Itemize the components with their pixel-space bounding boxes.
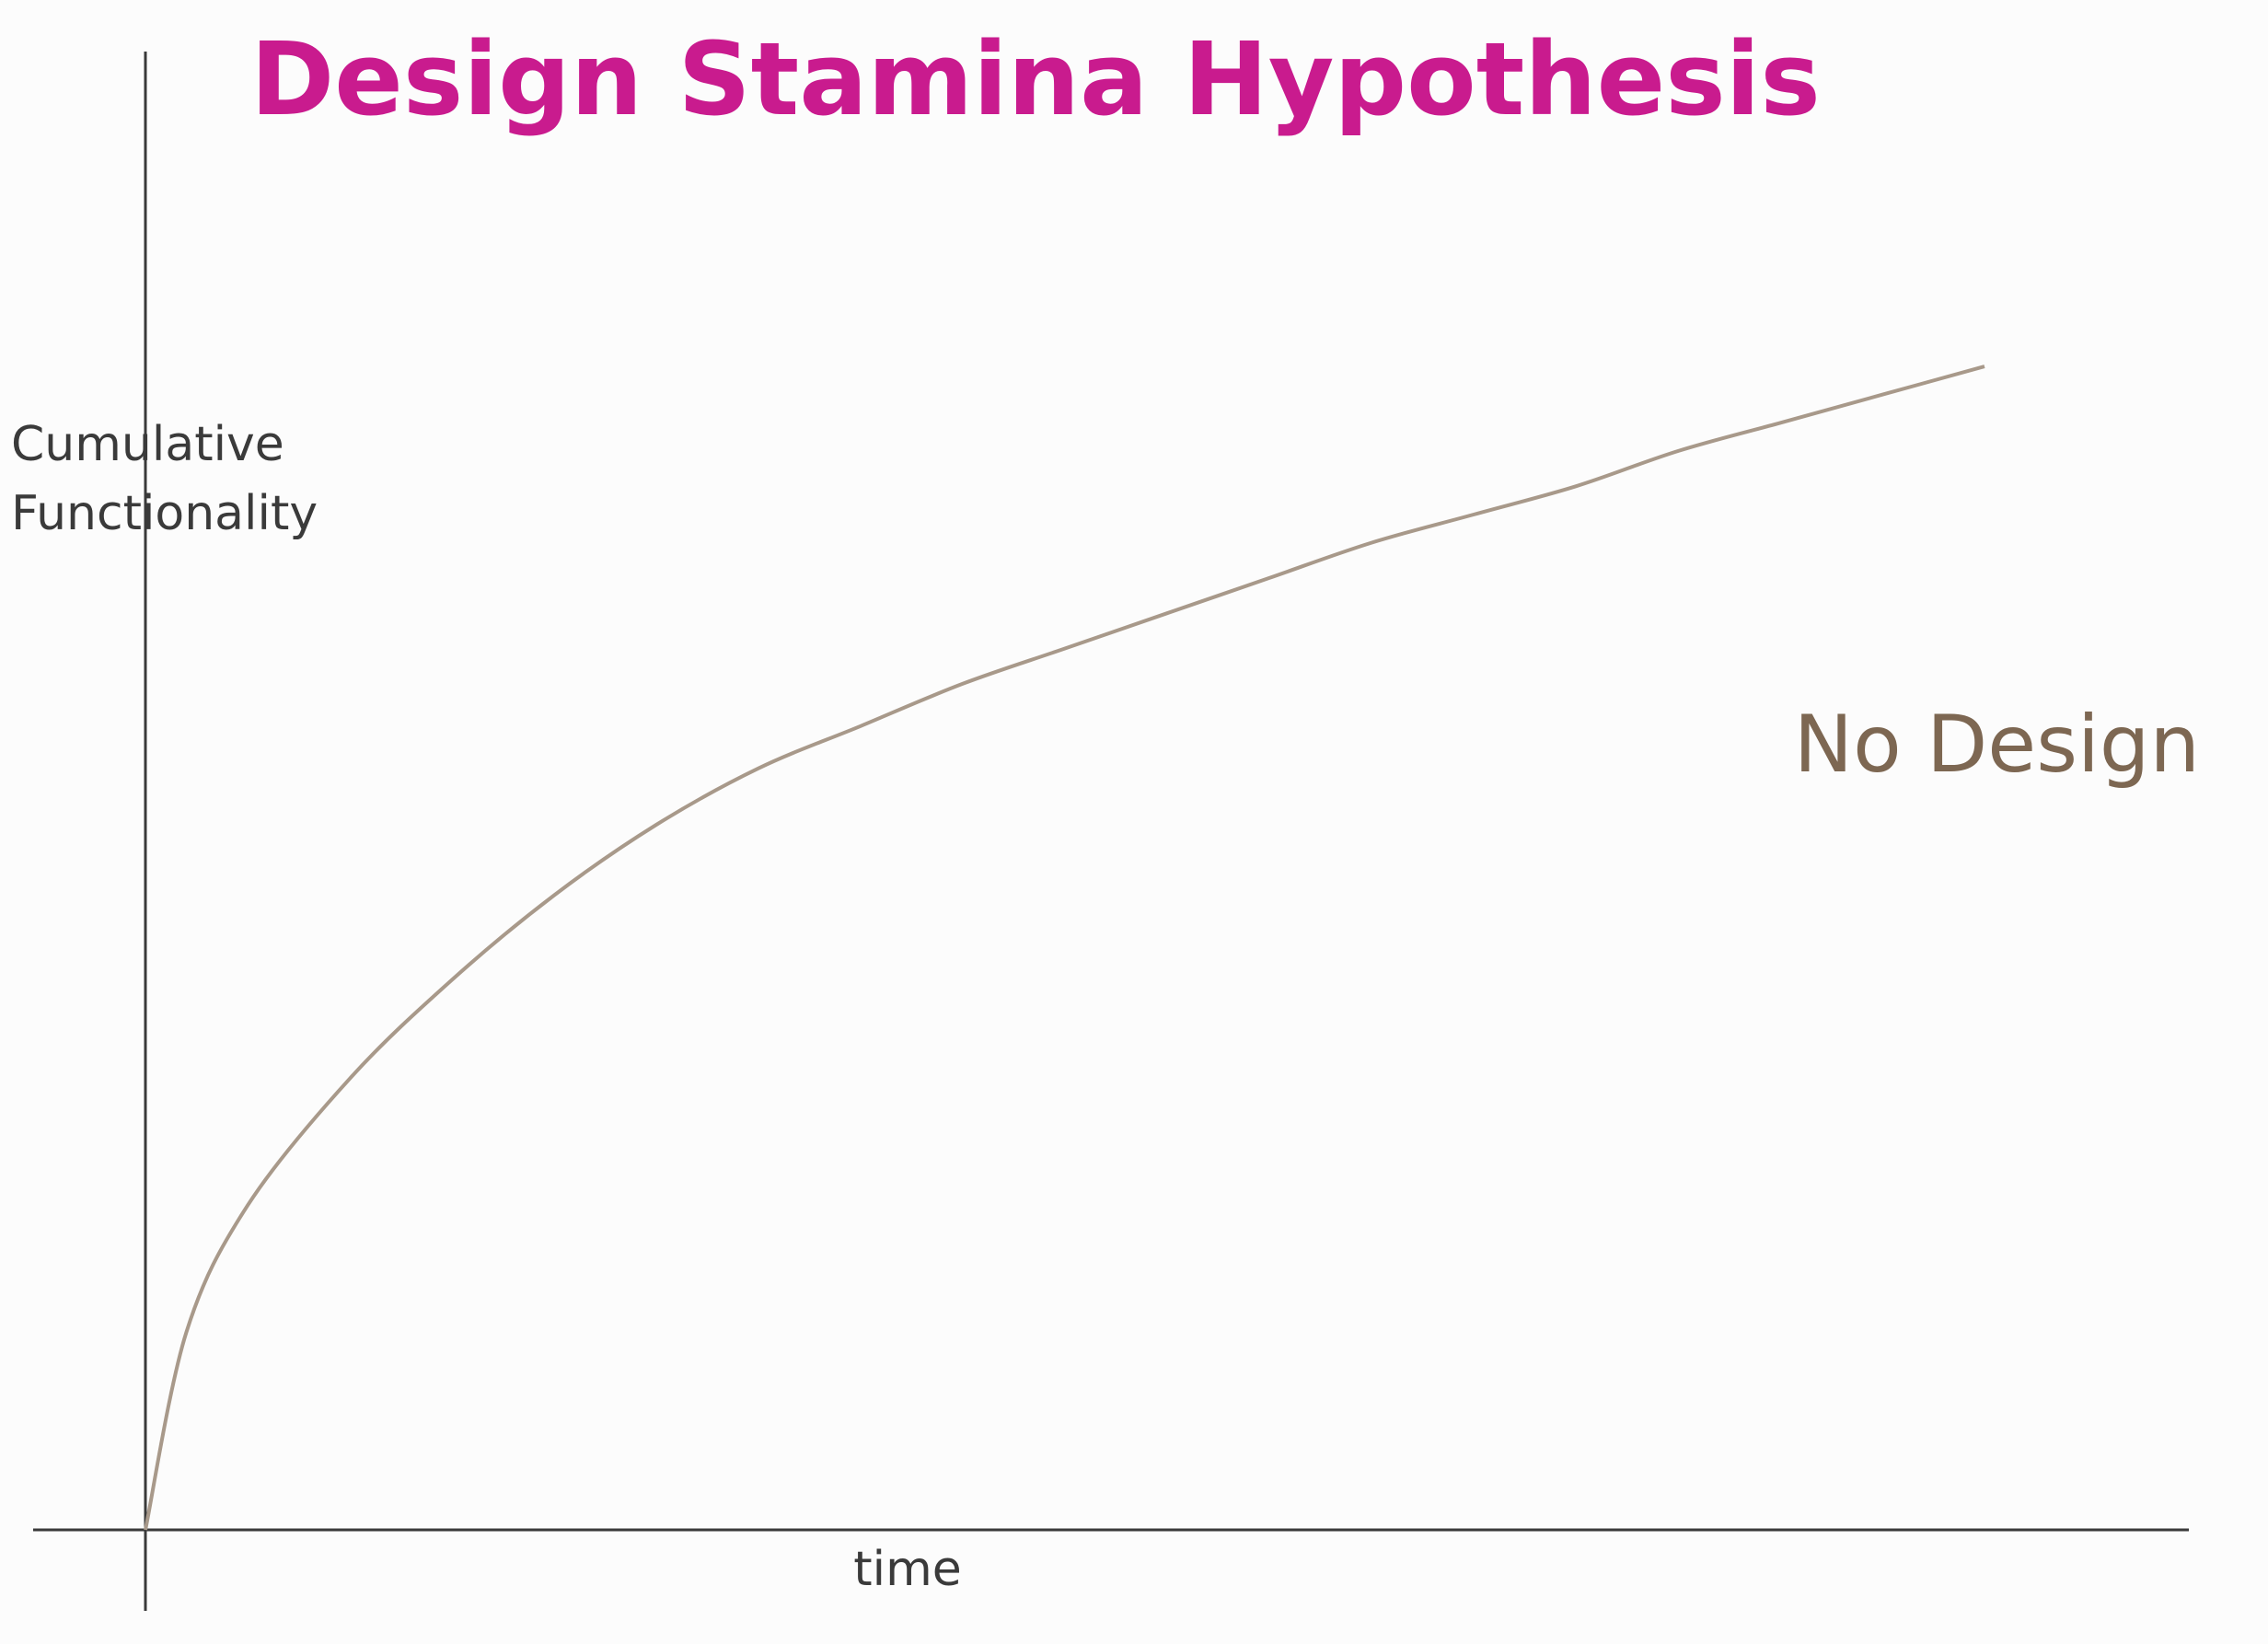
- series-layer: [144, 365, 1985, 1531]
- y-axis-label-line-2: Functionality: [11, 486, 318, 541]
- series-line-no-design: [144, 365, 1985, 1531]
- x-axis-label: time: [853, 1542, 961, 1597]
- series-label-no-design: No Design: [1794, 699, 2200, 791]
- y-axis-label-line-1: Cumulative: [11, 417, 284, 472]
- chart-title: Design Stamina Hypothesis: [250, 20, 1821, 138]
